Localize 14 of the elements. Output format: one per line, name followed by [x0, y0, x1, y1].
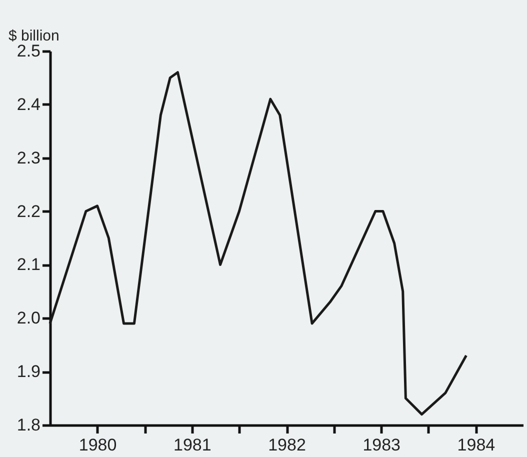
- y-tick-label: 1.9: [16, 362, 40, 382]
- y-tick-label: 2.1: [16, 255, 40, 274]
- y-tick-label: 1.8: [16, 416, 40, 434]
- y-tick-label: 2.4: [16, 94, 40, 114]
- x-tick-label: 1984: [457, 436, 496, 454]
- y-tick-label: 2.2: [16, 202, 40, 221]
- y-tick-label: 2.0: [16, 308, 40, 328]
- y-axis-title: $ billion: [8, 28, 60, 44]
- x-tick-label: 1981: [173, 436, 212, 454]
- x-tick-label: 1983: [362, 436, 401, 454]
- x-tick-label: 1982: [268, 436, 306, 454]
- x-tick-label: 1980: [78, 436, 117, 454]
- y-tick-label: 2.5: [16, 42, 40, 60]
- y-tick-label: 2.3: [16, 148, 40, 168]
